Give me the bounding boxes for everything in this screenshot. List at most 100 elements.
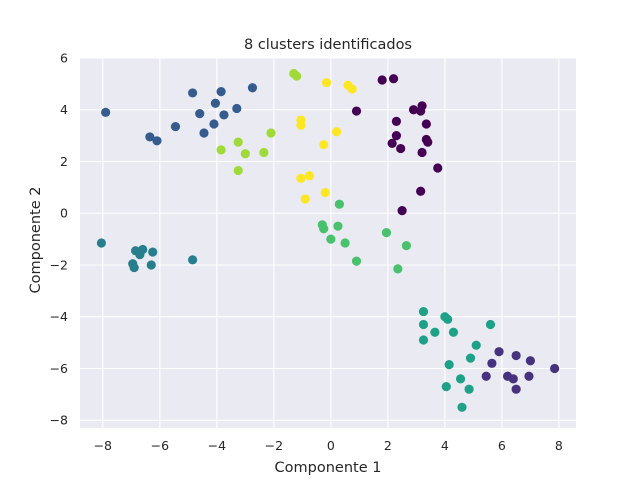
data-point [433,163,443,173]
data-point [401,240,411,251]
data-point [416,106,426,116]
data-point [210,98,221,108]
data-point [443,314,453,324]
data-point [300,194,310,204]
data-point [331,127,342,137]
data-point [511,384,521,394]
y-tick-label: −8 [50,413,68,428]
chart-title: 8 clusters identificados [244,37,412,53]
x-tick-label: 4 [441,438,449,453]
data-point [333,221,343,231]
data-point [418,306,429,317]
data-point [421,119,431,129]
data-point [391,116,402,126]
x-tick-label: 8 [555,438,563,453]
data-point [340,238,350,248]
data-point [135,250,145,260]
data-point [304,171,315,181]
y-tick-label: 0 [60,206,68,221]
x-axis-label: Componente 1 [275,460,382,476]
data-point [187,88,198,98]
data-point [550,363,560,374]
data-point [377,75,387,85]
data-point [397,206,407,216]
data-point [351,106,362,116]
data-point [96,238,106,248]
data-point [233,165,243,176]
data-point [266,128,276,138]
data-point [418,319,429,330]
x-tick-label: −4 [208,438,226,453]
data-point [259,147,269,158]
data-point [296,120,306,130]
y-tick-label: −2 [50,257,68,272]
x-tick-labels: −8 −6 −4 −2 0 2 4 6 8 [94,438,563,453]
data-point [444,360,454,370]
data-point [170,121,181,132]
data-point [457,402,467,412]
data-point [465,353,476,363]
data-point [393,264,403,274]
data-point [292,71,302,81]
data-point [209,119,219,129]
data-point [423,137,433,147]
data-point [408,105,419,115]
data-point [508,374,518,384]
data-point [381,228,392,238]
x-tick-label: −6 [151,438,169,453]
x-tick-label: 0 [327,438,335,453]
data-point [524,371,534,381]
data-point [152,136,162,146]
data-point [240,149,250,159]
data-point [471,340,481,350]
data-point [525,356,535,366]
x-tick-label: 6 [498,438,506,453]
data-point [199,128,209,138]
data-point [148,247,158,257]
data-point [233,137,243,147]
data-point [351,256,362,266]
data-point [487,358,497,368]
data-point [296,173,306,183]
data-point [391,131,402,141]
data-point [494,347,504,357]
y-tick-label: 6 [60,51,68,66]
data-point [101,107,111,117]
data-point [416,186,426,196]
data-point [187,255,198,265]
data-point [326,234,336,244]
data-point [464,384,474,394]
x-tick-label: −2 [265,438,283,453]
data-point [417,147,427,158]
data-point [321,77,332,88]
data-point [232,103,242,114]
data-point [448,327,459,337]
y-tick-labels: −8 −6 −4 −2 0 2 4 6 [50,51,68,428]
data-point [319,140,329,150]
data-points [96,68,560,412]
data-point [387,138,397,148]
data-point [216,145,226,155]
grid [80,57,576,428]
x-tick-label: 2 [384,438,392,453]
data-point [430,327,440,337]
data-point [195,109,205,119]
data-point [247,83,258,93]
y-axis-label: Componente 2 [28,187,44,294]
y-tick-label: −4 [50,309,68,324]
data-point [347,84,357,94]
data-point [319,224,329,234]
data-point [481,371,491,381]
data-point [219,110,229,120]
data-point [216,87,226,97]
data-point [511,350,521,361]
data-point [334,199,345,209]
data-point [129,262,139,273]
data-point [388,74,399,84]
y-tick-label: −6 [50,361,68,376]
data-point [145,132,155,142]
data-point [455,374,466,384]
data-point [418,335,429,345]
data-point [146,260,156,270]
